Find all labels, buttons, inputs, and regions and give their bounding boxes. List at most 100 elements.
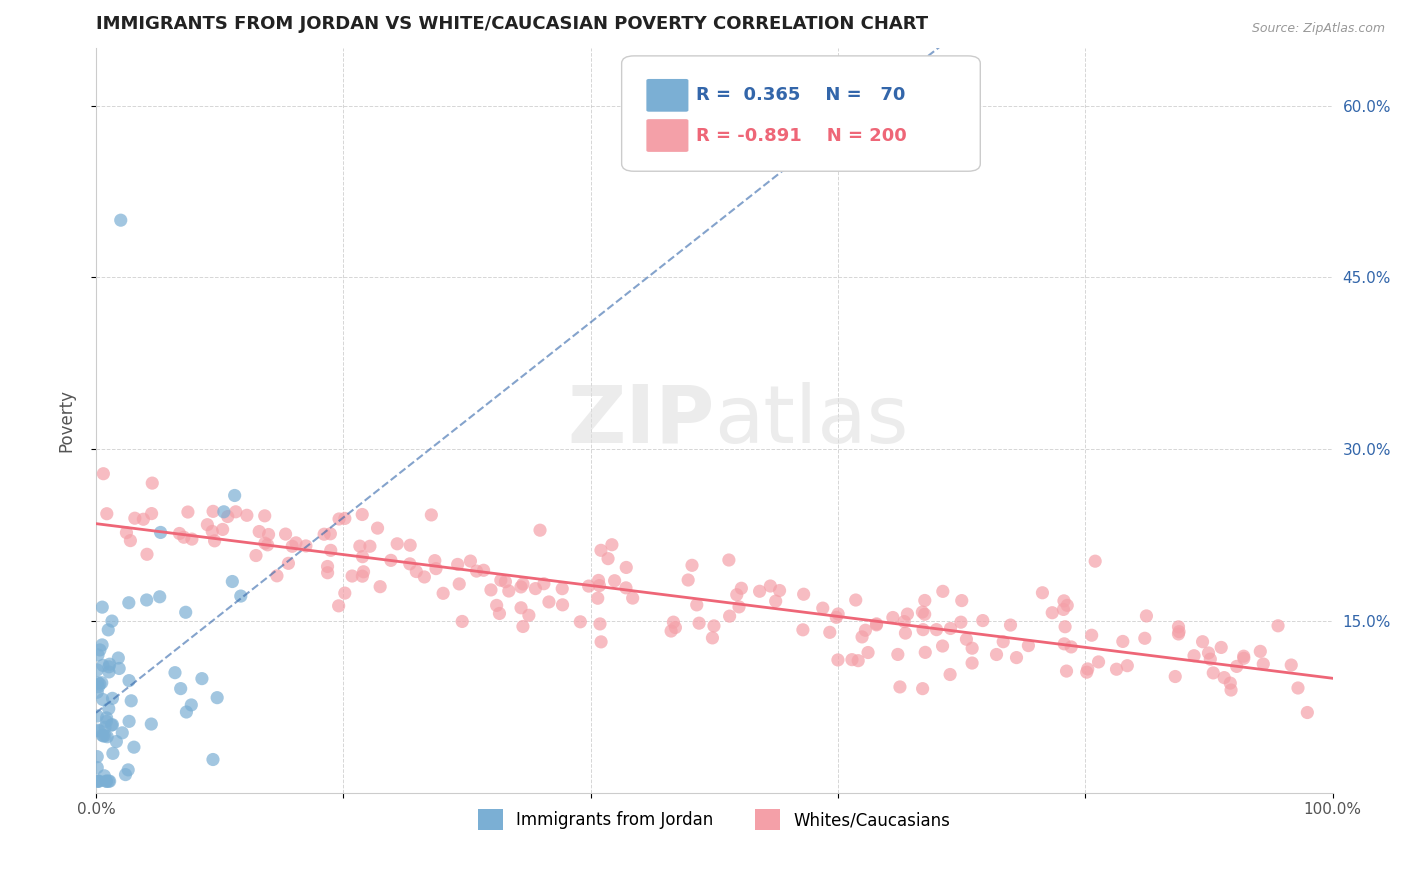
Point xyxy=(1040,606,1063,620)
Point xyxy=(1084,554,1107,568)
Point xyxy=(551,598,574,612)
Point xyxy=(87,680,110,694)
Point xyxy=(149,525,172,540)
Point xyxy=(1164,669,1187,683)
Point xyxy=(600,538,623,552)
Point xyxy=(110,213,132,227)
Point xyxy=(413,570,436,584)
Point xyxy=(91,728,114,742)
Point xyxy=(911,681,934,696)
Point xyxy=(93,769,115,783)
Point xyxy=(986,648,1008,662)
Point xyxy=(489,573,512,587)
Point xyxy=(485,599,508,613)
Point xyxy=(1053,594,1076,608)
Point xyxy=(792,623,814,637)
FancyBboxPatch shape xyxy=(647,79,689,112)
Point xyxy=(882,610,904,624)
Point xyxy=(717,553,740,567)
Point xyxy=(118,596,141,610)
Point xyxy=(96,730,118,744)
Point xyxy=(1000,618,1022,632)
Point xyxy=(524,582,547,596)
Point xyxy=(163,665,186,680)
Text: R =  0.365    N =   70: R = 0.365 N = 70 xyxy=(696,86,905,103)
Point xyxy=(86,685,108,699)
Point xyxy=(1017,639,1039,653)
Point xyxy=(1116,658,1139,673)
Point xyxy=(169,526,191,541)
Point xyxy=(676,573,699,587)
Point xyxy=(465,564,488,578)
Point xyxy=(589,543,612,558)
Point xyxy=(86,709,108,723)
Point xyxy=(1135,609,1157,624)
Point xyxy=(96,507,118,521)
Point xyxy=(659,624,682,638)
Point xyxy=(793,587,815,601)
Point xyxy=(98,657,121,672)
Point xyxy=(97,701,120,715)
Point xyxy=(887,648,910,662)
Point xyxy=(87,723,110,738)
Point xyxy=(845,593,868,607)
Point xyxy=(1167,627,1189,641)
Point xyxy=(97,665,120,679)
Point xyxy=(87,675,110,690)
Point xyxy=(759,579,782,593)
Point xyxy=(1213,671,1236,685)
Point xyxy=(212,505,235,519)
Point xyxy=(1226,659,1249,673)
Point xyxy=(96,714,118,729)
Point xyxy=(97,623,120,637)
Point xyxy=(141,507,163,521)
Point xyxy=(266,569,288,583)
FancyBboxPatch shape xyxy=(621,56,980,171)
Point xyxy=(472,563,495,577)
Text: ZIP: ZIP xyxy=(567,382,714,459)
Point xyxy=(93,467,115,481)
Point xyxy=(510,580,533,594)
Point xyxy=(596,551,619,566)
Point xyxy=(911,605,934,619)
Point xyxy=(588,578,610,592)
Point xyxy=(1279,658,1302,673)
Point xyxy=(702,631,724,645)
Point xyxy=(281,539,304,553)
Point xyxy=(135,593,157,607)
Point xyxy=(681,558,703,573)
Point xyxy=(841,653,863,667)
Point xyxy=(512,577,534,591)
Point xyxy=(91,692,114,706)
Point xyxy=(94,720,117,734)
Point xyxy=(141,717,163,731)
Point xyxy=(533,576,555,591)
Point xyxy=(204,533,226,548)
Point xyxy=(914,607,936,622)
Point xyxy=(108,661,131,675)
Point xyxy=(101,691,124,706)
Point xyxy=(578,579,600,593)
Point xyxy=(1080,628,1102,642)
Point xyxy=(889,680,911,694)
Point xyxy=(488,607,510,621)
Point xyxy=(939,667,962,681)
Point xyxy=(253,508,276,523)
Point xyxy=(1182,648,1205,663)
Point xyxy=(91,638,114,652)
Point xyxy=(688,616,710,631)
Point xyxy=(1249,644,1271,658)
Point xyxy=(141,476,163,491)
Point xyxy=(319,543,342,558)
Point xyxy=(399,538,422,552)
Point xyxy=(896,607,918,621)
Point xyxy=(586,591,609,606)
Point xyxy=(1031,586,1053,600)
Point xyxy=(748,584,770,599)
Point xyxy=(451,615,474,629)
Point xyxy=(333,511,356,525)
Point xyxy=(202,504,225,518)
Point xyxy=(614,560,637,574)
Point xyxy=(925,623,948,637)
Point xyxy=(827,653,849,667)
